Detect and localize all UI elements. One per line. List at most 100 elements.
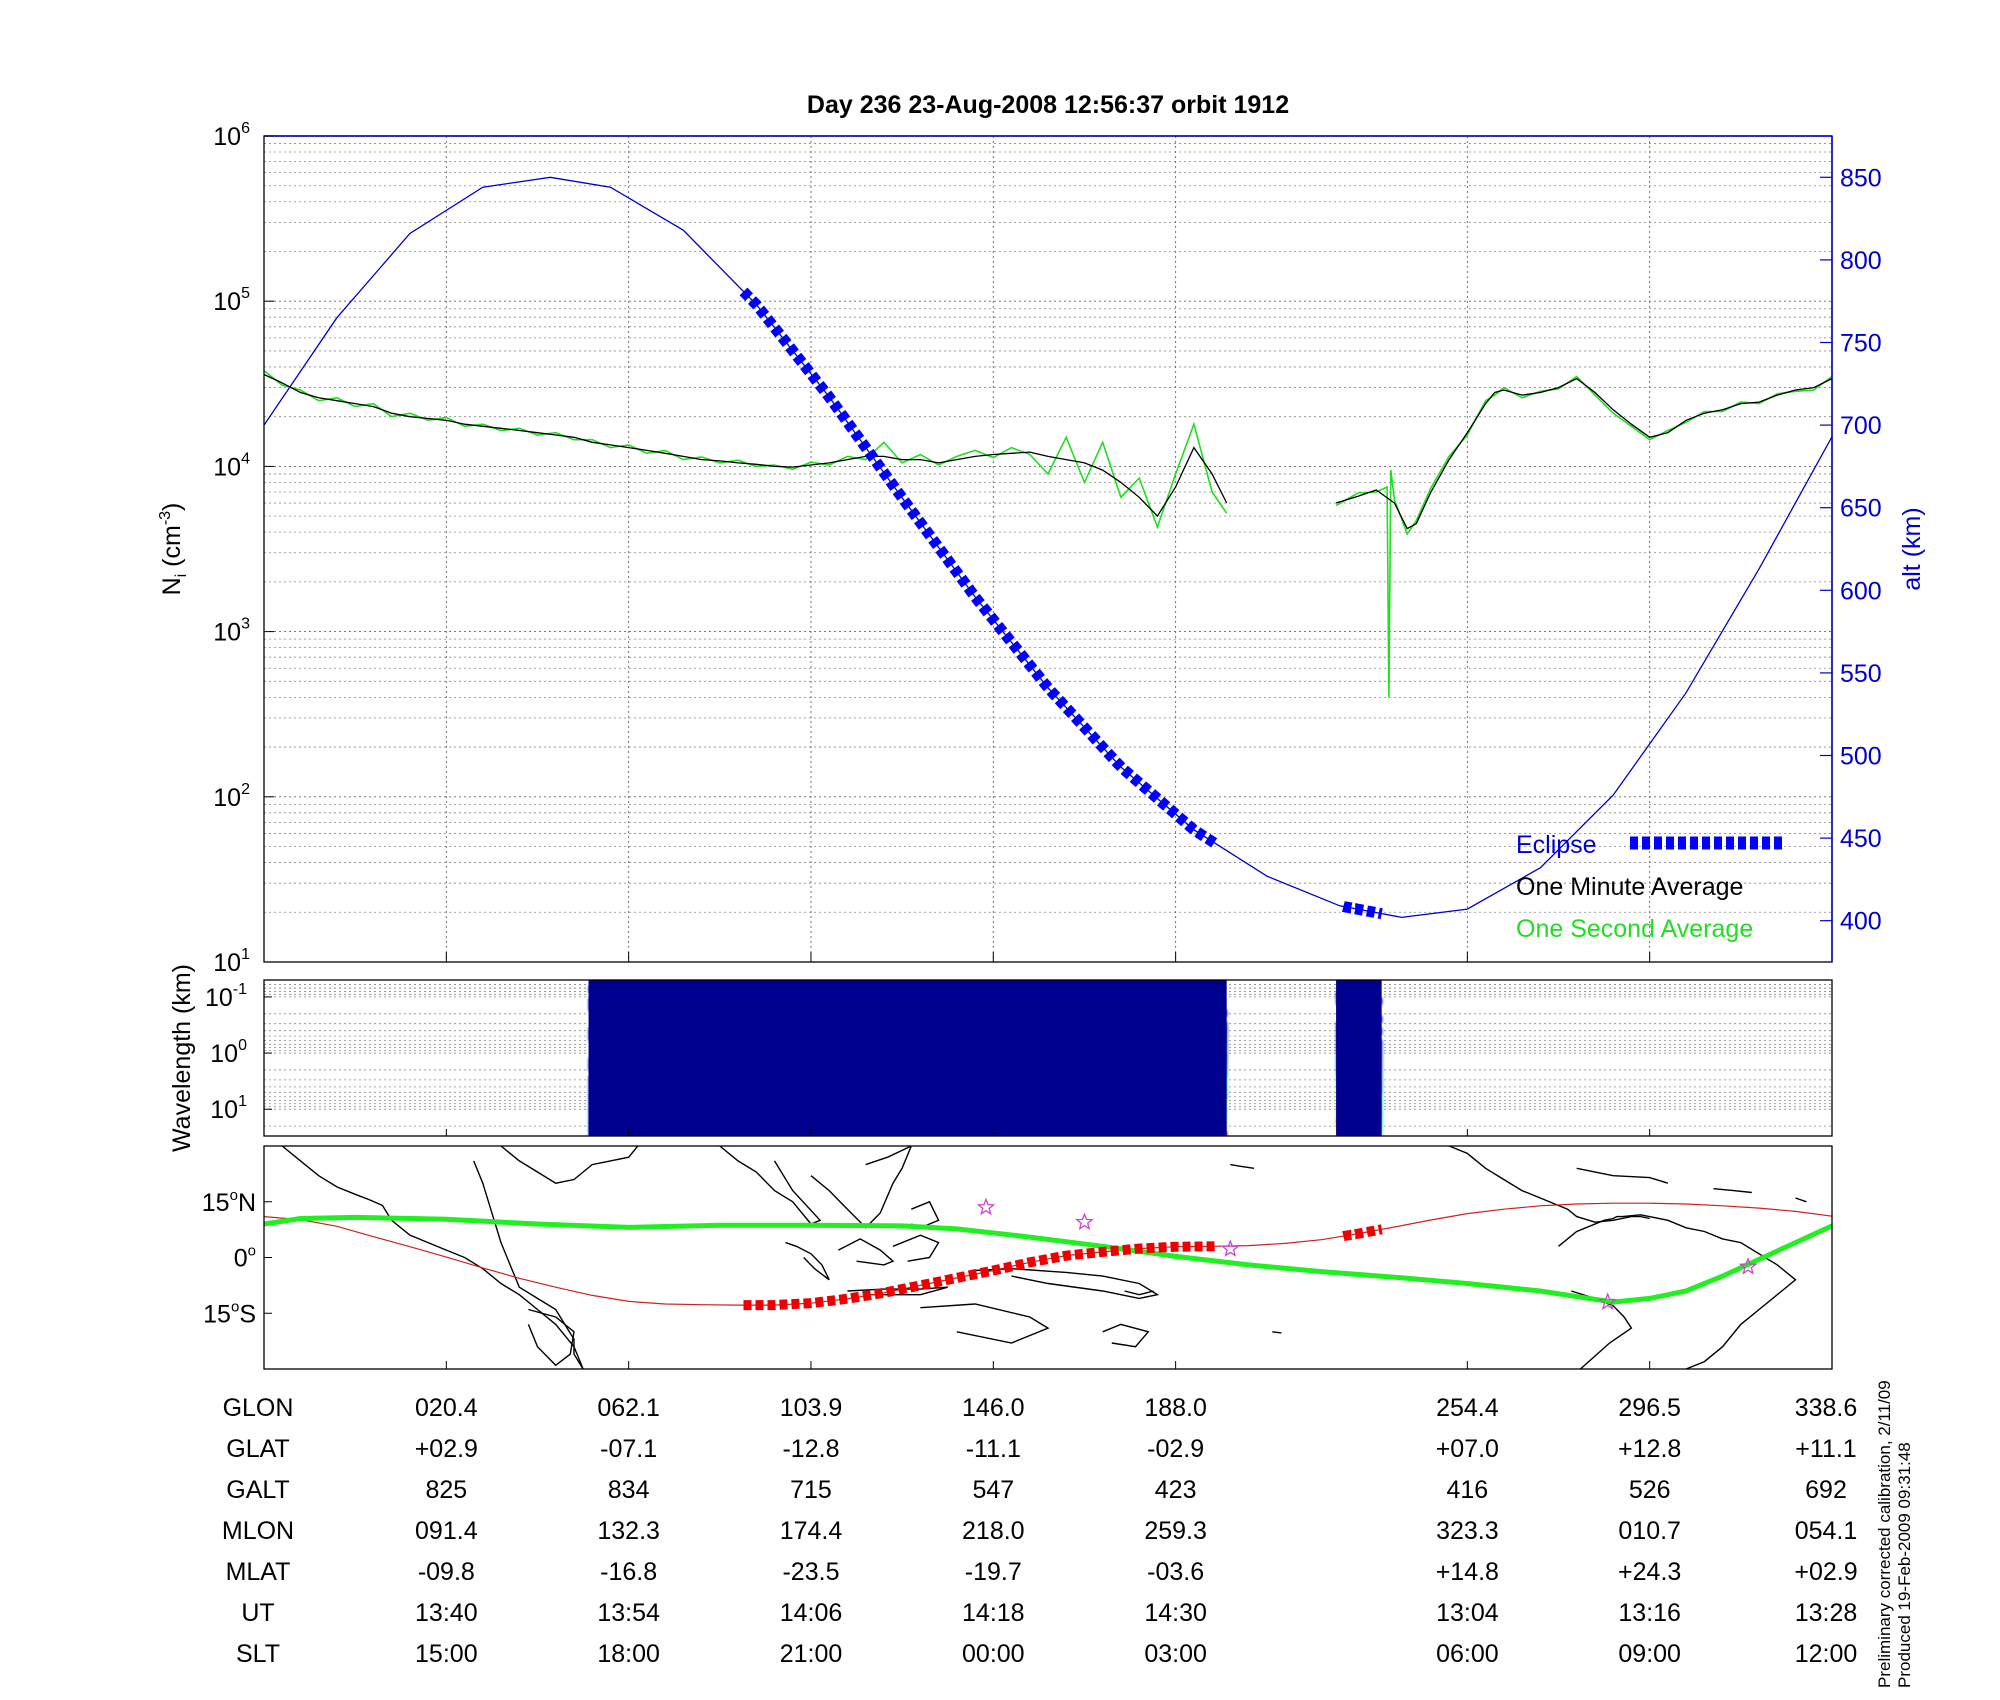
coastline <box>837 1238 895 1266</box>
ephemeris-cell: +02.9 <box>1794 1558 1857 1586</box>
density-y-tick-base: 10 <box>213 949 241 977</box>
density-y-tick-base: 10 <box>213 123 241 151</box>
spectrogram-grid <box>264 984 1832 1127</box>
ephemeris-cell: 296.5 <box>1618 1394 1681 1422</box>
altitude-tick-label: 500 <box>1840 743 1882 771</box>
ephemeris-cell: -09.8 <box>418 1558 475 1586</box>
ephemeris-row-label: MLAT <box>226 1558 291 1586</box>
altitude-curve <box>264 176 1832 919</box>
ephemeris-cell: 14:18 <box>962 1599 1025 1627</box>
star-marker <box>1075 1212 1094 1231</box>
coastline <box>527 1308 575 1367</box>
ephemeris-cell: -02.9 <box>1147 1435 1204 1463</box>
ephemeris-cell: 132.3 <box>597 1517 660 1545</box>
latitude-tick-degrees: 15 <box>202 1189 230 1217</box>
spectrogram-background <box>1336 980 1382 1136</box>
altitude-tick-label: 750 <box>1840 330 1882 358</box>
density-y-tick-base: 10 <box>213 453 241 481</box>
coastline <box>1272 1331 1282 1334</box>
coastline <box>1795 1197 1807 1203</box>
ephemeris-cell: 715 <box>790 1476 832 1504</box>
ephemeris-cell: 03:00 <box>1144 1640 1207 1668</box>
coastline <box>920 1303 1050 1344</box>
ephemeris-cell: 13:40 <box>415 1599 478 1627</box>
latitude-tick-hemisphere: S <box>239 1300 256 1328</box>
ephemeris-cell: 692 <box>1805 1476 1847 1504</box>
density-y-tick-base: 10 <box>213 619 241 647</box>
ephemeris-cell: 06:00 <box>1436 1640 1499 1668</box>
latitude-tick-label: 15oN <box>202 1187 256 1217</box>
ephemeris-cell: +07.0 <box>1436 1435 1499 1463</box>
ephemeris-cell: +14.8 <box>1436 1558 1499 1586</box>
degree-symbol: o <box>231 1298 239 1315</box>
altitude-tick-label: 800 <box>1840 247 1882 275</box>
ephemeris-cell: 254.4 <box>1436 1394 1499 1422</box>
chart-title: Day 236 23-Aug-2008 12:56:37 orbit 1912 <box>807 91 1289 119</box>
ephemeris-cell: 13:16 <box>1618 1599 1681 1627</box>
eclipse-segment <box>1342 901 1383 920</box>
spectrogram-panel: 10-1 100 101 Wavelength (km) <box>168 964 1833 1152</box>
ephemeris-cell: +02.9 <box>415 1435 478 1463</box>
latitude-tick-hemisphere: N <box>238 1189 256 1217</box>
spectrogram-axes: 10-1 100 101 <box>205 981 1651 1136</box>
ephemeris-cell: -03.6 <box>1147 1558 1204 1586</box>
coastline <box>1124 1290 1154 1296</box>
degree-symbol: o <box>248 1243 256 1260</box>
density-plot-area <box>264 136 1832 962</box>
ephemeris-cell: 13:04 <box>1436 1599 1499 1627</box>
wavelength-tick-label: 101 <box>210 1093 247 1124</box>
latitude-tick-degrees: 0 <box>234 1245 248 1273</box>
density-y-tick-exponent: 2 <box>241 781 250 798</box>
ephemeris-cell: 174.4 <box>780 1517 843 1545</box>
coastline <box>1576 1167 1669 1184</box>
coastline <box>719 1146 822 1225</box>
calibration-footer: Preliminary corrected calibration, 2/11/… <box>1875 1380 1914 1688</box>
ephemeris-cell: 010.7 <box>1618 1517 1681 1545</box>
ephemeris-cell: 825 <box>425 1476 467 1504</box>
ephemeris-cell: 13:54 <box>597 1599 660 1627</box>
density-axis-label: Ni (cm-3) <box>157 503 190 596</box>
altitude-tick-label: 650 <box>1840 495 1882 523</box>
ephemeris-cell: +24.3 <box>1618 1558 1681 1586</box>
star-marker <box>1738 1256 1758 1275</box>
density-y-tick-exponent: 5 <box>241 285 250 302</box>
ephemeris-cell: -23.5 <box>782 1558 839 1586</box>
spectrogram-data <box>588 980 1383 1136</box>
wavelength-tick-label: 100 <box>210 1037 247 1068</box>
ephemeris-cell: 020.4 <box>415 1394 478 1422</box>
wavelength-tick-base: 10 <box>210 1096 238 1124</box>
ephemeris-cell: 323.3 <box>1436 1517 1499 1545</box>
ephemeris-cell: 14:30 <box>1144 1599 1207 1627</box>
altitude-axis-label: alt (km) <box>1898 507 1926 590</box>
ephemeris-cell: 091.4 <box>415 1517 478 1545</box>
coastline <box>892 1234 940 1262</box>
wavelength-tick-base: 10 <box>205 984 233 1012</box>
wavelength-tick-label: 10-1 <box>205 981 247 1012</box>
magnetic-equator-line <box>264 1214 1832 1305</box>
density-y-tick-exponent: 6 <box>241 120 250 137</box>
latitude-tick-label: 0o <box>234 1243 256 1273</box>
ephemeris-cell: 423 <box>1155 1476 1197 1504</box>
legend-one-minute-label: One Minute Average <box>1516 873 1743 901</box>
degree-symbol: o <box>230 1187 238 1204</box>
legend: Eclipse One Minute Average One Second Av… <box>1516 831 1782 943</box>
coastline <box>1230 1163 1255 1169</box>
wavelength-axis-label: Wavelength (km) <box>168 964 196 1152</box>
altitude-tick-label: 600 <box>1840 577 1882 605</box>
ephemeris-cell: 15:00 <box>415 1640 478 1668</box>
coastline <box>1448 1146 1650 1223</box>
coastline <box>500 1146 639 1184</box>
density-panel: 1061051041031021018508007507006506005505… <box>157 120 1926 977</box>
density-y-tick-label: 105 <box>213 285 250 316</box>
coastline <box>810 1146 913 1229</box>
altitude-tick-label: 850 <box>1840 164 1882 192</box>
density-y-tick-label: 106 <box>213 120 250 151</box>
star-marker <box>1598 1292 1617 1311</box>
ephemeris-cell: -19.7 <box>965 1558 1022 1586</box>
spectrogram-background <box>588 980 1227 1136</box>
ephemeris-cell: 416 <box>1446 1476 1488 1504</box>
ephemeris-row-label: GALT <box>226 1476 289 1504</box>
ephemeris-cell: -07.1 <box>600 1435 657 1463</box>
